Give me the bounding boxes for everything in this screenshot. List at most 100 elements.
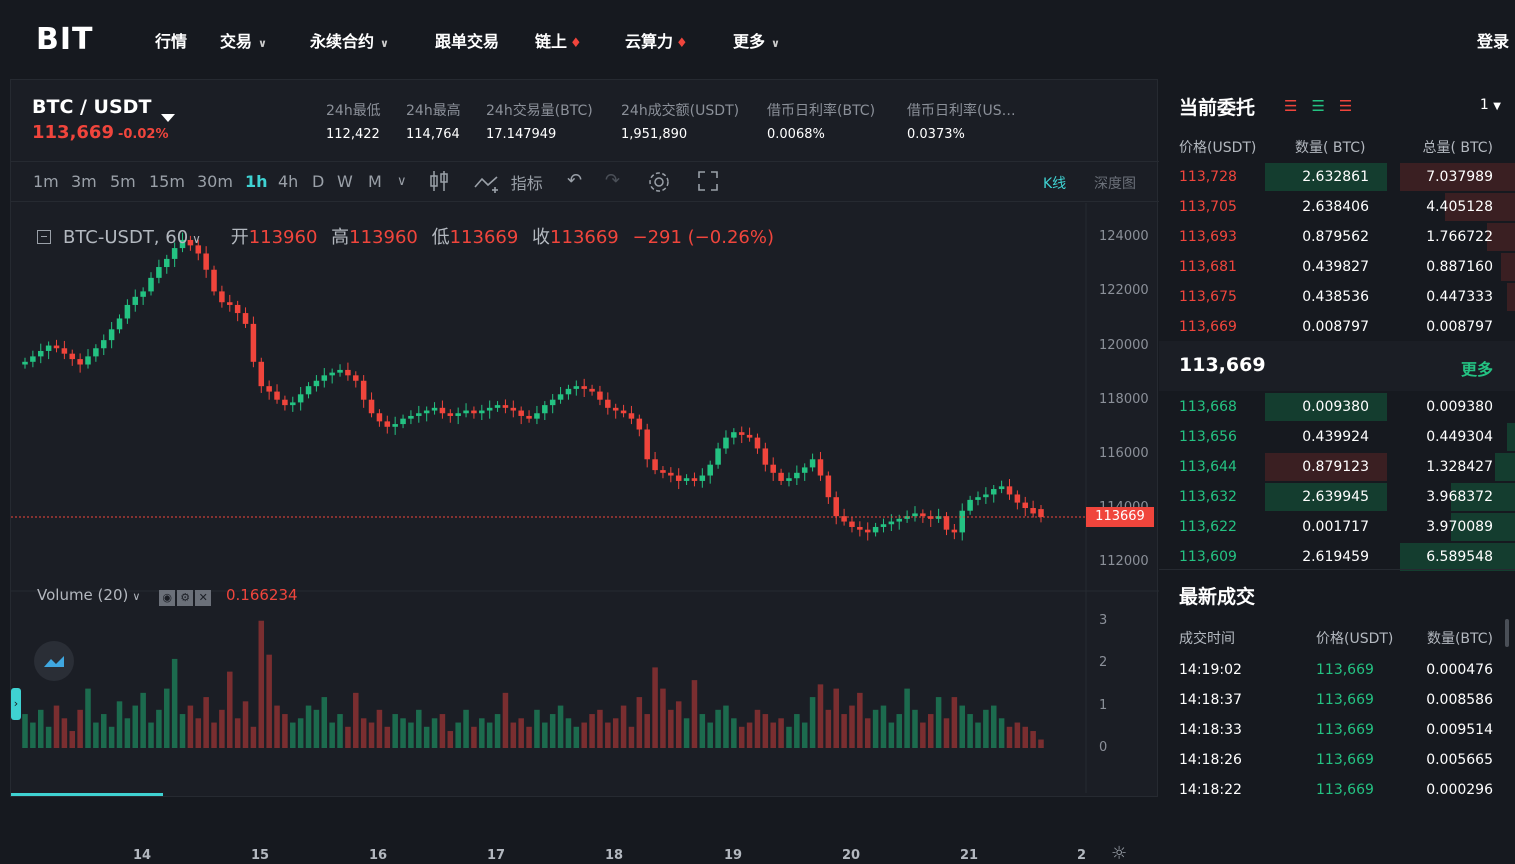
volume-bar	[927, 714, 934, 748]
nav-perpetual[interactable]: 永续合约 ∨	[310, 28, 389, 52]
candle-body	[683, 478, 690, 481]
indicators-button[interactable]: 指标	[473, 170, 543, 198]
trade-time: 14:18:37	[1179, 692, 1242, 708]
bid-row[interactable]: 113,644 0.879123 1.328427	[1159, 451, 1515, 481]
trade-price: 113,669	[1316, 662, 1374, 678]
nav-more[interactable]: 更多 ∨	[733, 28, 780, 52]
time-axis-tick: 18	[605, 848, 624, 863]
tradingview-logo-icon[interactable]	[34, 641, 74, 681]
bid-row[interactable]: 113,668 0.009380 0.009380	[1159, 391, 1515, 421]
stat-24h-volume: 24h交易量(BTC) 17.147949	[486, 100, 593, 142]
login-button[interactable]: 登录	[1476, 32, 1509, 51]
candlestick-chart[interactable]	[11, 203, 1159, 793]
panel-expand-handle[interactable]: ›	[11, 688, 21, 720]
high-value: 113960	[349, 227, 418, 248]
chevron-down-icon: ∨	[380, 37, 389, 50]
price-axis-tick: 124000	[1099, 229, 1149, 245]
timeframe-3m[interactable]: 3m	[71, 172, 97, 191]
bid-row[interactable]: 113,632 2.639945 3.968372	[1159, 481, 1515, 511]
scrollbar[interactable]	[1505, 619, 1509, 647]
stat-value: 114,764	[406, 127, 460, 142]
price-axis-tick: 116000	[1099, 445, 1149, 461]
more-link[interactable]: 更多	[1460, 360, 1493, 379]
timeframe-d[interactable]: D	[312, 172, 325, 191]
time-axis-tick: 17	[487, 848, 506, 863]
volume-bar	[549, 714, 556, 748]
volume-bar	[93, 722, 99, 748]
timeframe-1m[interactable]: 1m	[33, 172, 59, 191]
asks-only-icon[interactable]: ☰	[1284, 97, 1298, 115]
depth-precision-select[interactable]: 1 ▼	[1480, 97, 1501, 113]
both-sides-icon[interactable]: ☰	[1338, 97, 1353, 115]
ask-row[interactable]: 113,675 0.438536 0.447333	[1159, 281, 1515, 311]
candle-body	[731, 432, 737, 438]
candle-body	[920, 513, 926, 517]
tab-kline[interactable]: K线	[1043, 176, 1067, 192]
candle-body	[636, 418, 643, 430]
ask-row[interactable]: 113,693 0.879562 1.766722	[1159, 221, 1515, 251]
legend-symbol: BTC-USDT, 60	[63, 227, 189, 248]
chevron-down-icon[interactable]: ∨	[397, 174, 407, 189]
last-price: 113,669 -0.02%	[32, 122, 168, 143]
time-axis-tick: 19	[724, 848, 743, 863]
collapse-legend-icon[interactable]	[37, 230, 51, 244]
chart-settings-icon[interactable]: ☼	[1111, 843, 1128, 864]
ask-row[interactable]: 113,705 2.638406 4.405128	[1159, 191, 1515, 221]
trade-row: 14:19:02 113,669 0.000476	[1159, 662, 1515, 692]
pair-dropdown-icon[interactable]	[161, 114, 175, 122]
timeframe-1h[interactable]: 1h	[245, 172, 268, 191]
total-depth-bar	[1451, 483, 1515, 511]
open-value: 113960	[248, 227, 318, 248]
timeframe-15m[interactable]: 15m	[149, 172, 185, 191]
undo-icon[interactable]: ↶	[567, 170, 583, 191]
bit-logo[interactable]: BIT	[36, 22, 94, 57]
candlestick-type-icon[interactable]	[429, 170, 449, 197]
time-axis-tick: 2	[1077, 848, 1087, 863]
volume-bar	[234, 718, 241, 748]
candle-body	[203, 253, 209, 270]
gear-icon[interactable]: ⚙	[177, 590, 194, 606]
indicators-label: 指标	[510, 174, 543, 193]
volume-bar	[53, 705, 60, 748]
candle-body	[738, 432, 745, 435]
timeframe-5m[interactable]: 5m	[110, 172, 136, 191]
timeframe-30m[interactable]: 30m	[197, 172, 233, 191]
chevron-down-icon[interactable]: ∨	[132, 590, 141, 603]
chevron-down-icon[interactable]: ∨	[192, 232, 201, 246]
fullscreen-icon[interactable]	[697, 170, 719, 197]
ask-row[interactable]: 113,728 2.632861 7.037989	[1159, 161, 1515, 191]
trade-qty: 0.009514	[1426, 722, 1493, 738]
bid-row[interactable]: 113,609 2.619459 6.589548	[1159, 541, 1515, 571]
chart-canvas[interactable]: BTC-USDT, 60 ∨ 开113960 高113960 低113669 收1…	[11, 203, 1159, 864]
volume-bar	[45, 726, 52, 748]
bid-row[interactable]: 113,656 0.439924 0.449304	[1159, 421, 1515, 451]
ask-row[interactable]: 113,681 0.439827 0.887160	[1159, 251, 1515, 281]
timeframe-4h[interactable]: 4h	[278, 172, 299, 191]
candle-body	[1022, 502, 1029, 509]
volume-bar	[439, 714, 446, 748]
bids-only-icon[interactable]: ☰	[1311, 97, 1325, 115]
settings-gear-icon[interactable]	[647, 170, 671, 199]
nav-market[interactable]: 行情	[155, 28, 187, 52]
ask-row[interactable]: 113,669 0.008797 0.008797	[1159, 311, 1515, 341]
volume-bar	[636, 697, 643, 748]
volume-bar	[557, 705, 564, 748]
close-icon[interactable]: ✕	[195, 590, 212, 606]
trading-pair[interactable]: BTC / USDT	[32, 96, 152, 118]
low-value: 113669	[449, 227, 519, 248]
timeframe-m[interactable]: M	[368, 172, 382, 191]
total-depth-bar	[1451, 513, 1515, 541]
nav-onchain[interactable]: 链上 ♦	[535, 28, 582, 52]
bid-row[interactable]: 113,622 0.001717 3.970089	[1159, 511, 1515, 541]
volume-bar	[171, 658, 178, 748]
nav-copy-trade[interactable]: 跟单交易	[435, 28, 499, 52]
nav-cloud-mining[interactable]: 云算力 ♦	[625, 28, 688, 52]
eye-icon[interactable]: ◉	[159, 590, 176, 606]
candle-body	[801, 467, 808, 473]
candle-body	[305, 386, 312, 395]
nav-trade[interactable]: 交易 ∨	[220, 28, 267, 52]
tab-depth-chart[interactable]: 深度图	[1094, 176, 1136, 192]
redo-icon[interactable]: ↷	[605, 170, 621, 191]
timeframe-w[interactable]: W	[337, 172, 353, 191]
candle-body	[297, 394, 304, 403]
